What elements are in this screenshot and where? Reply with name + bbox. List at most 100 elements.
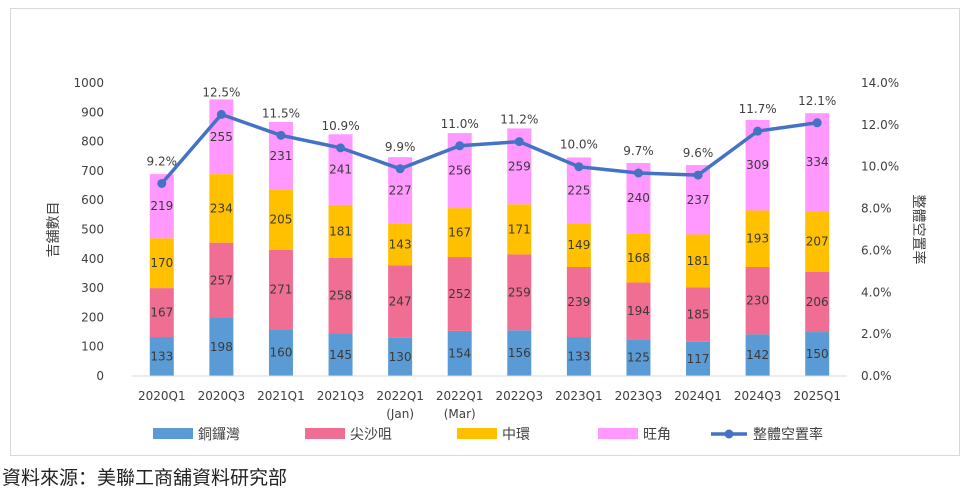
vacancy-rate-label: 12.1% [798, 94, 836, 108]
bar-segment [566, 337, 591, 376]
legend-item: 中環 [457, 427, 530, 443]
bar-segment [745, 210, 770, 268]
legend: 銅鑼灣 尖沙咀 中環 旺角 整體空置率 [153, 426, 823, 443]
y2-tick-label: 14.0% [861, 76, 899, 90]
bar-segment [805, 113, 830, 212]
vacancy-rate-label: 10.9% [321, 119, 359, 133]
legend-label: 旺角 [643, 427, 671, 443]
bar-value-label: 231 [270, 149, 293, 163]
bar-value-label: 257 [210, 273, 233, 287]
bar-value-label: 255 [210, 130, 233, 144]
x-tick-label: 2022Q3 [495, 389, 543, 403]
bar-segment [805, 332, 830, 376]
x-tick-label: 2021Q1 [257, 389, 305, 403]
vacancy-point [276, 130, 286, 140]
bar-segment [686, 341, 711, 376]
bar-segment [447, 330, 472, 376]
vacancy-point [336, 143, 346, 153]
bar-value-label: 143 [389, 238, 412, 252]
bar-segment [209, 242, 234, 318]
bar-value-label: 156 [508, 346, 531, 360]
bar-value-label: 133 [150, 350, 173, 364]
bar-segment [149, 238, 174, 289]
chart-frame: 0 100 200 300 400 500 600 700 800 900 1000 0.0% 2.0… [10, 8, 960, 456]
bar-value-label: 171 [508, 222, 531, 236]
bar-segment [626, 339, 651, 376]
bar-segment [805, 271, 830, 333]
bar-segment [388, 265, 413, 338]
legend-swatch [598, 428, 638, 439]
y-tick-label: 500 [81, 223, 104, 237]
bar-value-label: 259 [508, 285, 531, 299]
legend-line-marker [724, 429, 734, 439]
vacancy-rate-label: 11.7% [739, 102, 777, 116]
bar-value-label: 125 [627, 351, 650, 365]
legend-label: 尖沙咀 [350, 427, 392, 443]
bar-segment [328, 257, 353, 334]
bar-segment [447, 208, 472, 258]
bar-value-label: 185 [687, 308, 710, 322]
x-tick-label: 2022Q1 [436, 389, 484, 403]
bar-value-label: 170 [150, 256, 173, 270]
bar-value-label: 227 [389, 183, 412, 197]
bar-segment [507, 254, 532, 331]
vacancy-rate-label: 11.2% [500, 113, 538, 127]
y-tick-label: 400 [81, 252, 104, 266]
vacancy-rate-label: 9.6% [683, 146, 714, 160]
vacancy-point [455, 141, 465, 151]
bar-segment [507, 204, 532, 255]
bar-segment [149, 337, 174, 376]
bar-segment [209, 174, 234, 243]
bar-value-label: 167 [448, 226, 471, 240]
vacancy-point [574, 162, 584, 172]
bar-segment [626, 282, 651, 340]
legend-label: 銅鑼灣 [198, 427, 240, 443]
bar-segment [388, 223, 413, 266]
bar-value-label: 160 [270, 346, 293, 360]
bar-segment [328, 204, 353, 258]
vacancy-point [157, 178, 167, 188]
bar-value-label: 198 [210, 340, 233, 354]
x-tick-label: 2025Q1 [793, 389, 841, 403]
x-tick-label: 2020Q3 [198, 389, 246, 403]
y2-tick-label: 8.0% [861, 202, 892, 216]
legend-label: 中環 [502, 427, 530, 443]
y2-tick-label: 12.0% [861, 118, 899, 132]
legend-swatch [305, 428, 345, 439]
bar-segment [328, 333, 353, 376]
source-note: 資料來源：美聯工商舖資料研究部 [2, 467, 288, 489]
bar-segment [745, 267, 770, 335]
vacancy-point [514, 137, 524, 147]
legend-item: 旺角 [598, 427, 671, 443]
vacancy-line-layer: 9.2% 12.5% 11.5% 10.9% 9.9% 11.0% 11.2% 10.0% 9.… [147, 85, 836, 188]
bar-value-label: 133 [567, 350, 590, 364]
vacancy-chart: 0 100 200 300 400 500 600 700 800 900 1000 0.0% 2.0… [46, 76, 927, 443]
bar-value-label: 259 [508, 159, 531, 173]
bar-value-label: 239 [567, 295, 590, 309]
bar-value-label: 145 [329, 348, 352, 362]
legend-item: 尖沙咀 [305, 427, 392, 443]
vacancy-point [693, 170, 703, 180]
bar-segment [149, 288, 174, 338]
bar-segment [686, 287, 711, 342]
right-axis: 0.0% 2.0% 4.0% 6.0% 8.0% 10.0% 12.0% 14.0% [861, 76, 899, 383]
bar-segment [507, 330, 532, 376]
x-tick-label: 2023Q3 [615, 389, 663, 403]
vacancy-point [753, 126, 763, 136]
bars-layer: 133 167 170 219 198 257 234 255 160 271 205 231 145 2… [149, 99, 830, 376]
bar-value-label: 168 [627, 251, 650, 265]
bar-segment [388, 337, 413, 376]
y2-tick-label: 2.0% [861, 327, 892, 341]
x-tick-label: 2024Q1 [674, 389, 722, 403]
bar-value-label: 154 [448, 346, 471, 360]
x-axis: 2020Q1 2020Q3 2021Q1 2021Q3 2022Q1 (Jan) 2022Q… [132, 375, 847, 421]
bar-value-label: 247 [389, 295, 412, 309]
bar-segment [268, 189, 293, 250]
legend-swatch [153, 428, 193, 439]
x-tick-label: 2020Q1 [138, 389, 186, 403]
bar-value-label: 206 [806, 295, 829, 309]
bar-value-label: 193 [746, 232, 769, 246]
bar-value-label: 252 [448, 287, 471, 301]
vacancy-point [216, 109, 226, 119]
vacancy-point [633, 168, 643, 178]
